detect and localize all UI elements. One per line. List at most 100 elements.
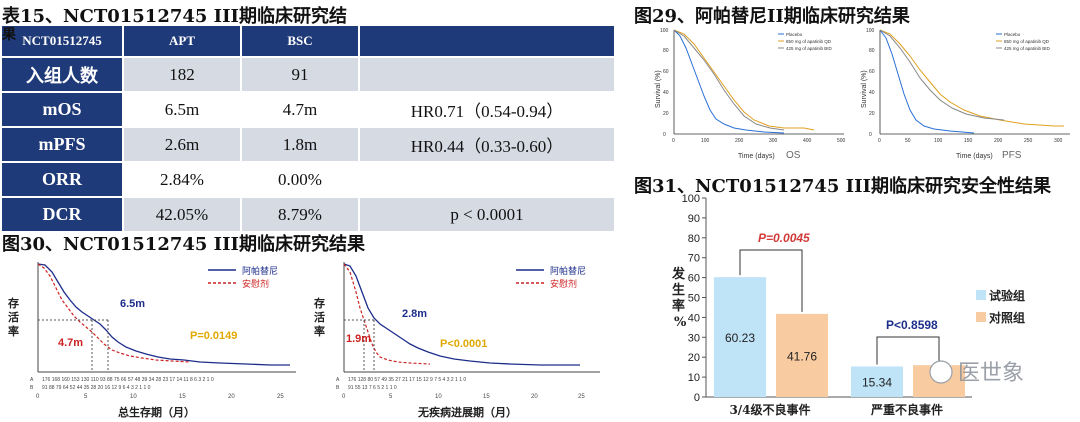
fig29-os-ytick: 60: [663, 69, 669, 75]
cell-apt: 2.84%: [122, 161, 242, 198]
row-label: mPFS: [0, 126, 124, 163]
fig29-os-xtick: 0: [672, 138, 675, 144]
cell-hr: HR0.71（0.54-0.94）: [358, 91, 616, 128]
fig29-os-bid-curve: [673, 29, 785, 131]
fig30-left-ylabel-3: 率: [8, 324, 19, 338]
fig30-right-pvalue: P<0.0001: [440, 338, 487, 350]
row-label: mOS: [0, 91, 124, 128]
fig31-bars: 60.23 41.76 15.34: [714, 249, 965, 397]
fig29-pfs-xlabel: Time (days): [956, 153, 993, 160]
fig30-left-xlabel: 总生存期（月）: [118, 405, 195, 419]
fig31-bar-chart: 0 10 20 30 40 50 60 70 80 90 100 3/4级不良事件 严重不良事件 60.…: [671, 193, 1025, 417]
fig31-data-label: 41.76: [787, 349, 817, 363]
fig29-pfs-ytick: 0: [869, 132, 872, 138]
fig30-left-xtick: 10: [130, 394, 137, 400]
row-label: DCR: [0, 196, 124, 233]
fig29-pfs-xtick: 200: [994, 138, 1003, 144]
fig31-title: 图31、NCT01512745 III期临床研究安全性结果: [634, 176, 1051, 197]
fig31-ylabel-3: 率: [672, 298, 685, 314]
fig31-ytick: 70: [688, 253, 700, 265]
table-row: 入组人数 182 91: [0, 56, 616, 93]
fig30-left-risk-row: A: [30, 377, 34, 383]
fig29-pfs-xtick: 0: [878, 138, 881, 144]
fig29-pfs-xtick: 150: [964, 138, 973, 144]
fig29-os-xtick: 500: [837, 138, 846, 144]
table-row: ORR 2.84% 0.00%: [0, 161, 616, 198]
cell-hr: [358, 56, 616, 93]
fig31-ytick: 30: [688, 332, 700, 344]
fig31-ytick: 90: [688, 213, 700, 225]
fig30-left-apt-curve: [37, 263, 290, 366]
nct-results-table: NCT01512745 APT BSC 入组人数 182 91 mOS 6.5m…: [0, 24, 616, 233]
fig31-ytick: 40: [688, 312, 700, 324]
fig31-ylabel-4: %: [674, 315, 687, 330]
fig31-ylabel-1: 发: [671, 266, 686, 282]
fig31-ytick: 100: [682, 193, 700, 205]
fig30-right-risk-row: B: [336, 385, 340, 391]
fig30-right-apt-curve: [343, 263, 580, 366]
fig29-os-ylabel: Survival (%): [655, 70, 662, 108]
fig29-os-legend-qd: 850 mg of apatinib QD: [786, 39, 832, 44]
fig29-os-xtick: 200: [735, 138, 744, 144]
fig30-right-risk-row: 91 55 13 7 6 5 2 1 1 0: [348, 385, 397, 391]
fig30-km-plots: 存 活 率 6.5m 4.7m P=0.0149 阿帕替尼 安慰剂 A B 17…: [8, 262, 600, 419]
cell-bsc: 1.8m: [240, 126, 360, 163]
fig30-right-risk-row: A: [336, 377, 340, 383]
fig31-bracket-34: [739, 249, 803, 312]
fig30-left-xtick: 0: [36, 394, 40, 400]
fig30-right-xtick: 0: [342, 394, 346, 400]
fig29-title: 图29、阿帕替尼II期临床研究结果: [634, 6, 910, 27]
fig29-pfs-ytick: 40: [869, 90, 875, 96]
fig29-os-ytick: 100: [660, 28, 669, 34]
fig30-left-pbo-curve: [37, 263, 191, 363]
fig29-pfs-tag: PFS: [1002, 150, 1022, 161]
fig30-right-xtick: 20: [531, 394, 538, 400]
fig29-pfs-legend-bid: 425 mg of apatinib BID: [1004, 46, 1051, 51]
fig30-pfs-plot: 存 活 率 2.8m 1.9m P<0.0001 阿帕替尼 安慰剂 A B 17…: [314, 262, 600, 419]
table-row: mPFS 2.6m 1.8m HR0.44（0.33-0.60）: [0, 126, 616, 163]
fig29-os-legend-placebo: Placebo: [786, 32, 803, 37]
fig30-left-ylabel-2: 活: [8, 310, 19, 324]
fig30-right-xtick: 15: [483, 394, 490, 400]
fig30-right-ylabel-3: 率: [314, 324, 325, 338]
fig29-pfs-ytick: 20: [869, 111, 875, 117]
fig29-pfs-qd-curve: [879, 29, 1064, 127]
fig31-ytick: 10: [688, 372, 700, 384]
fig30-left-xtick: 15: [179, 394, 186, 400]
row-label: 入组人数: [0, 56, 124, 93]
cell-apt: 182: [122, 56, 242, 93]
fig31-pvalue-serious: P<0.8598: [886, 318, 938, 332]
fig29-os-legend-bid: 425 mg of apatinib BID: [786, 46, 833, 51]
fig29-os-ytick: 0: [663, 132, 666, 138]
fig31-bar-trial: [714, 277, 766, 397]
fig29-os-ytick: 20: [663, 111, 669, 117]
fig31-ytick: 60: [688, 273, 700, 285]
fig29-km-plots: Survival (%) 0 20 40 60 80 100 Placebo 8…: [655, 28, 1070, 161]
fig31-ylabel: 发 生 率 %: [671, 266, 687, 330]
fig31-ytick: 50: [688, 293, 700, 305]
fig29-pfs-xtick: 100: [934, 138, 943, 144]
fig29-os-xtick: 100: [701, 138, 710, 144]
fig30-left-legend-apt: 阿帕替尼: [242, 265, 278, 277]
fig29-os-placebo-curve: [673, 29, 785, 134]
header-hr: [358, 24, 616, 58]
fig30-right-xtick: 5: [389, 394, 393, 400]
fig30-left-ylabel-1: 存: [8, 296, 19, 310]
fig30-right-pbo-curve: [343, 263, 431, 365]
fig29-pfs-plot: Survival (%) 0 20 40 60 80 100 Placebo 8…: [861, 28, 1070, 161]
fig30-right-xtick: 25: [578, 394, 585, 400]
watermark-text: 医世象: [958, 361, 1024, 386]
fig29-pfs-xtick: 300: [1054, 138, 1063, 144]
fig30-right-legend-pbo: 安慰剂: [550, 278, 577, 290]
fig30-right-xtick: 10: [435, 394, 442, 400]
fig29-os-xtick: 300: [769, 138, 778, 144]
fig31-data-label: 15.34: [862, 376, 892, 390]
fig30-right-legend-apt: 阿帕替尼: [550, 265, 586, 277]
fig29-os-xtick: 400: [803, 138, 812, 144]
fig29-pfs-ylabel: Survival (%): [861, 70, 868, 108]
cell-bsc: 8.79%: [240, 196, 360, 233]
fig31-bar-trial: [851, 366, 903, 397]
row-label: ORR: [0, 161, 124, 198]
table-row: DCR 42.05% 8.79% p < 0.0001: [0, 196, 616, 233]
fig31-axes: 0 10 20 30 40 50 60 70 80 90 100 3/4级不良事件 严重不良事件: [682, 193, 972, 417]
